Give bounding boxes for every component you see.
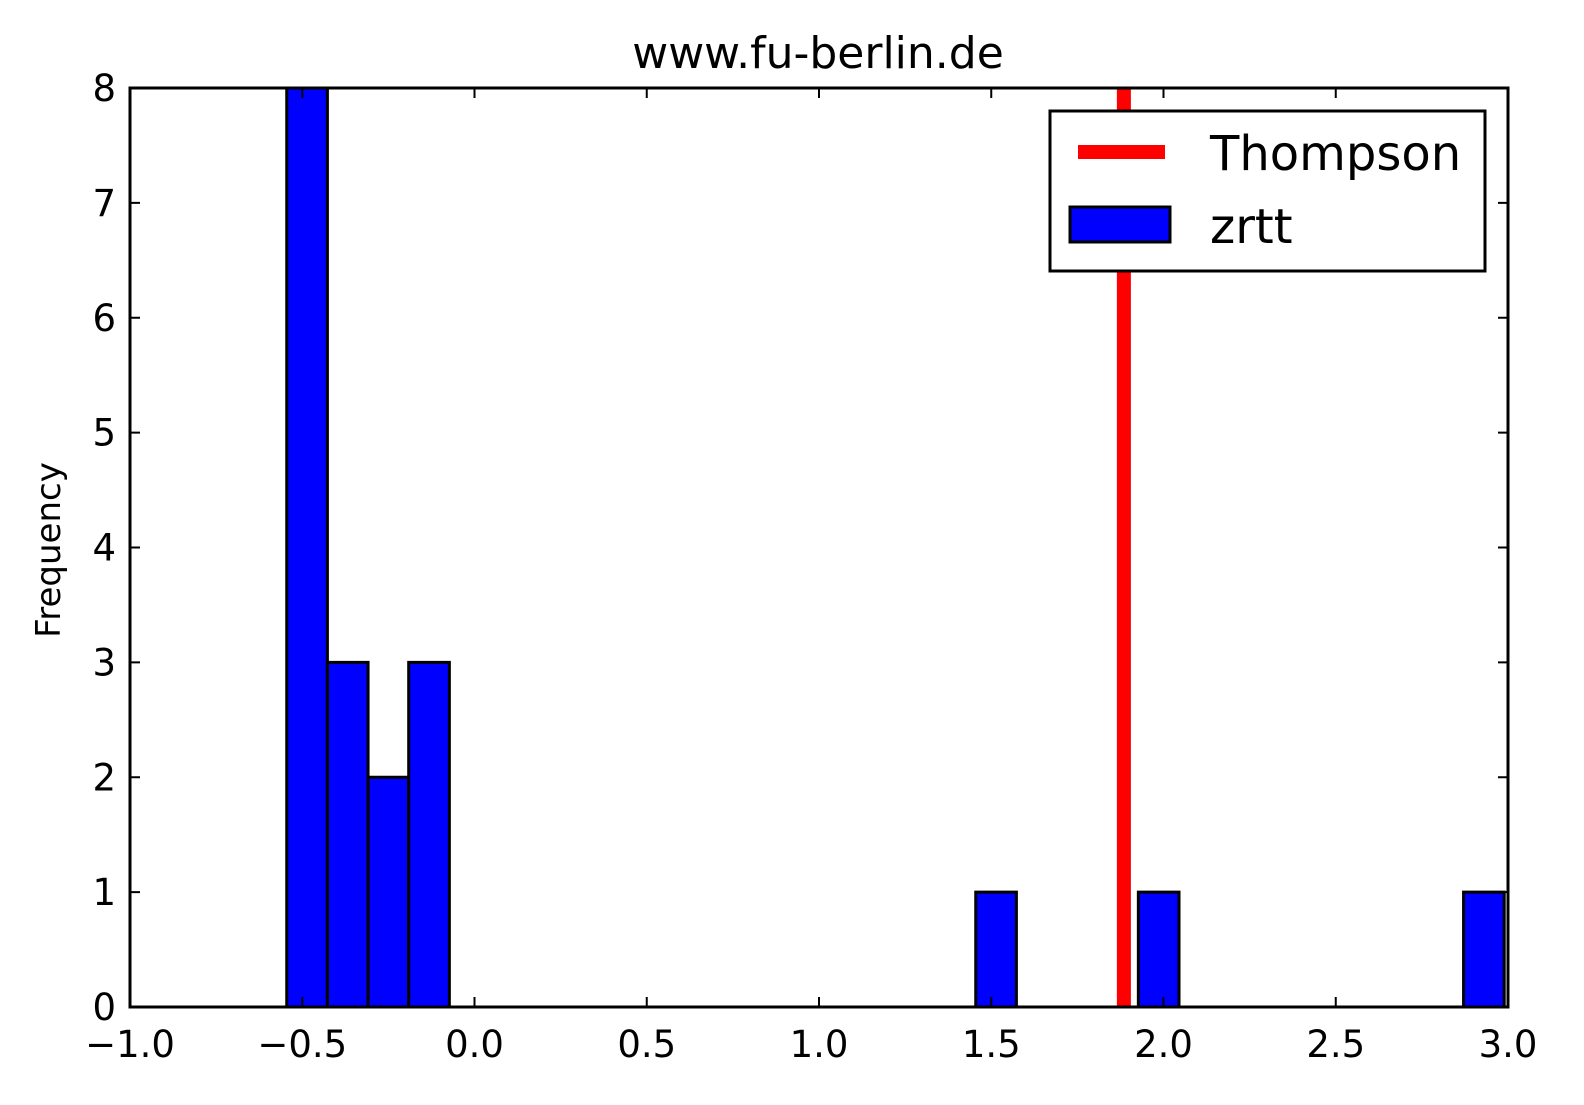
histogram-bar [974, 890, 1018, 1009]
y-tick-label: 0 [92, 986, 116, 1029]
x-tick-label: 2.0 [1134, 1023, 1193, 1066]
y-tick-label: 7 [92, 182, 116, 225]
histogram-bar [1462, 890, 1506, 1009]
x-tick-label: −0.5 [257, 1023, 347, 1066]
histogram-bars [285, 86, 1506, 1009]
chart-title: www.fu-berlin.de [632, 28, 1004, 79]
x-tick-label: −1.0 [85, 1023, 175, 1066]
histogram-bar [325, 660, 370, 1009]
histogram-bar [1136, 890, 1181, 1009]
x-tick-label: 3.0 [1479, 1023, 1538, 1066]
legend-box [1048, 109, 1487, 273]
x-tick-label: 0.5 [617, 1023, 676, 1066]
y-axis-label: Frequency [29, 462, 69, 638]
histogram-bar [407, 660, 451, 1009]
y-tick-label: 4 [92, 527, 116, 570]
y-tick-label: 1 [92, 871, 116, 914]
y-tick-label: 8 [92, 67, 116, 110]
histogram-bar [366, 775, 411, 1009]
y-tick-label: 2 [92, 756, 116, 799]
x-tick-label: 2.5 [1306, 1023, 1365, 1066]
y-tick-label: 3 [92, 641, 116, 684]
x-tick-label: 1.0 [790, 1023, 849, 1066]
histogram-bar [285, 86, 329, 1009]
legend-label-thompson: Thompson [1209, 126, 1461, 182]
legend: Thompson zrtt [1048, 109, 1487, 273]
x-tick-label: 0.0 [445, 1023, 504, 1066]
x-tick-label: 1.5 [962, 1023, 1021, 1066]
axis-ticks: −1.0 −0.5 0.0 0.5 1.0 1.5 2.0 2.5 3.0 0 1 2 3 4 5 6 7 8 [85, 67, 1537, 1066]
y-tick-label: 6 [92, 297, 116, 340]
legend-label-zrtt: zrtt [1210, 199, 1293, 255]
legend-swatch-zrtt [1068, 205, 1172, 244]
y-tick-label: 5 [92, 412, 116, 455]
